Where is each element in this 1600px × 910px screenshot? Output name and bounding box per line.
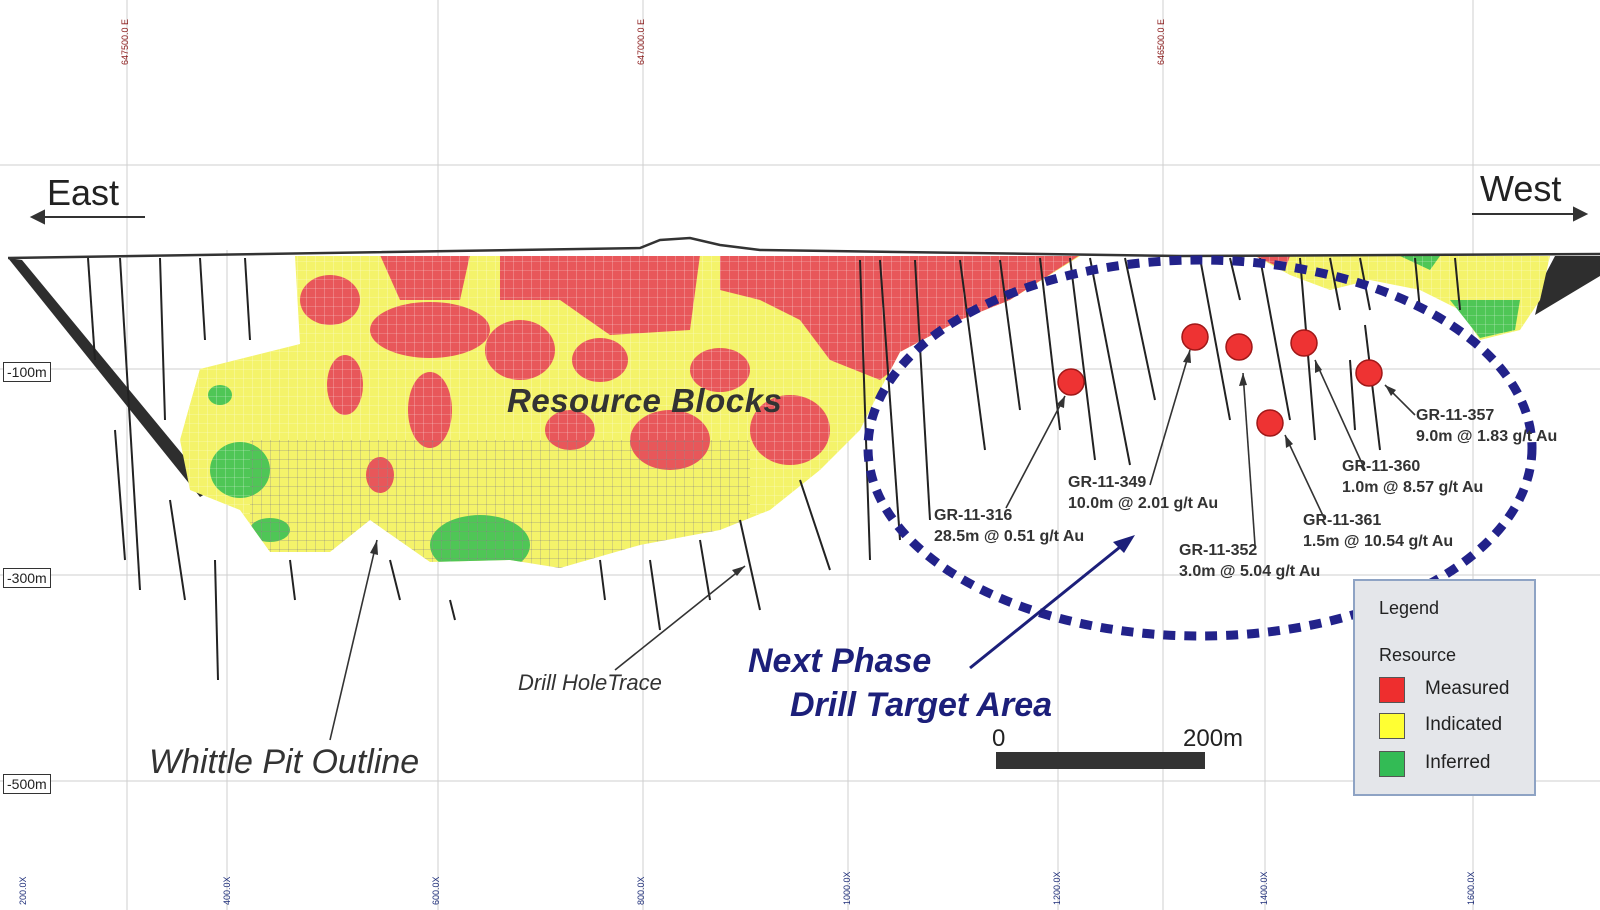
next-phase-target-ellipse <box>863 255 1537 641</box>
drill-hole-trace-label: Drill HoleTrace <box>518 670 662 695</box>
distance-label: 600.0X <box>431 876 441 905</box>
annotation-gr-11-352: GR-11-352 3.0m @ 5.04 g/t Au <box>1179 540 1320 582</box>
legend-swatch-inferred <box>1379 751 1405 777</box>
legend-title: Legend <box>1379 598 1440 618</box>
annotation-gr-11-361: GR-11-361 1.5m @ 10.54 g/t Au <box>1303 510 1453 552</box>
whittle-pit-walls <box>8 256 1600 497</box>
rl-label-minus-500: -500m <box>3 774 51 794</box>
annotation-result: 1.5m @ 10.54 g/t Au <box>1303 533 1454 550</box>
distance-label: 200.0X <box>18 876 28 905</box>
annotation-hole: GR-11-357 <box>1416 407 1495 424</box>
annotation-hole: GR-11-316 <box>934 507 1013 524</box>
direction-arrows <box>29 206 1589 225</box>
easting-label: 647000.0 E <box>636 18 646 65</box>
easting-label: 647500.0 E <box>120 18 130 65</box>
legend-item-label: Indicated <box>1425 714 1503 735</box>
whittle-pit-label: Whittle Pit Outline <box>149 743 420 781</box>
west-label: West <box>1480 168 1562 209</box>
annotation-hole: GR-11-361 <box>1303 512 1382 529</box>
annotation-result: 9.0m @ 1.83 g/t Au <box>1416 428 1558 445</box>
arrow-heads <box>370 350 1396 576</box>
drill-intercept-markers <box>1057 323 1383 437</box>
distance-label: 1200.0X <box>1052 871 1062 905</box>
target-arrow <box>969 535 1135 670</box>
annotation-hole: GR-11-349 <box>1068 474 1147 491</box>
annotation-result: 28.5m @ 0.51 g/t Au <box>934 528 1085 545</box>
scale-bar <box>996 752 1205 769</box>
legend-item-label: Inferred <box>1425 752 1491 773</box>
east-label: East <box>47 172 120 213</box>
drill-hole-traces <box>87 257 1461 681</box>
annotation-hole: GR-11-352 <box>1179 542 1258 559</box>
callout-arrows <box>329 349 1416 741</box>
easting-label: 646500.0 E <box>1156 18 1166 65</box>
annotation-result: 10.0m @ 2.01 g/t Au <box>1068 495 1219 512</box>
distance-label: 1600.0X <box>1466 871 1476 905</box>
scale-bar-start-label: 0 <box>992 725 1006 752</box>
drill-target-area-label: Drill Target Area <box>790 686 1053 724</box>
legend-swatch-measured <box>1379 677 1405 703</box>
annotation-gr-11-360: GR-11-360 1.0m @ 8.57 g/t Au <box>1342 456 1483 498</box>
annotation-hole: GR-11-360 <box>1342 458 1421 475</box>
legend-item-label: Measured <box>1425 678 1510 699</box>
distance-label: 1400.0X <box>1259 871 1269 905</box>
resource-blocks-label: Resource Blocks <box>507 382 783 419</box>
annotation-result: 3.0m @ 5.04 g/t Au <box>1179 563 1321 580</box>
scale-bar-end-label: 200m <box>1183 725 1244 752</box>
legend-subtitle: Resource <box>1379 645 1457 665</box>
rl-label-minus-100: -100m <box>3 362 51 382</box>
resource-blocks-west <box>1255 256 1550 340</box>
legend-box: Legend Resource Measured Indicated Infer… <box>1353 579 1536 796</box>
next-phase-label: Next Phase <box>748 642 932 680</box>
legend-swatch-indicated <box>1379 713 1405 739</box>
annotation-gr-11-349: GR-11-349 10.0m @ 2.01 g/t Au <box>1068 472 1218 514</box>
distance-label: 400.0X <box>222 876 232 905</box>
distance-label: 800.0X <box>636 876 646 905</box>
annotation-result: 1.0m @ 8.57 g/t Au <box>1342 479 1484 496</box>
annotation-gr-11-357: GR-11-357 9.0m @ 1.83 g/t Au <box>1416 405 1557 447</box>
rl-label-minus-300: -300m <box>3 568 51 588</box>
annotation-gr-11-316: GR-11-316 28.5m @ 0.51 g/t Au <box>934 505 1084 547</box>
distance-label: 1000.0X <box>842 871 852 905</box>
topography-surface <box>7 236 1600 260</box>
